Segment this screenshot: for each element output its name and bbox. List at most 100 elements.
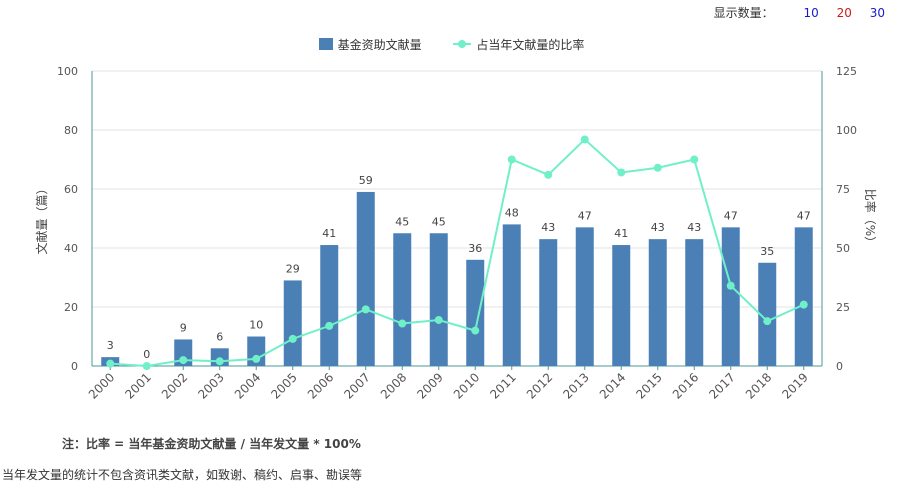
x-tick-label: 2013 (560, 370, 591, 401)
display-count-20[interactable]: 20 (836, 6, 852, 20)
x-tick-label: 2012 (524, 370, 555, 401)
x-tick-label: 2003 (195, 370, 226, 401)
display-count-control: 显示数量： 10 20 30 (708, 4, 885, 21)
bar (575, 227, 594, 366)
y-tick-label: 0 (71, 360, 78, 373)
x-tick-label: 2004 (232, 370, 263, 401)
chart-legend: 基金资助文献量 占当年文献量的比率 (0, 36, 903, 53)
ratio-point (179, 356, 188, 365)
ratio-point (215, 357, 224, 366)
y-tick-label: 20 (64, 301, 78, 314)
bar (794, 227, 813, 366)
bar-value-label: 59 (359, 174, 373, 187)
bar-value-label: 9 (180, 321, 187, 334)
bar-value-label: 6 (216, 330, 223, 343)
bar (648, 239, 667, 366)
ratio-point (142, 362, 151, 370)
bar-value-label: 3 (107, 339, 114, 352)
y-tick-label: 80 (64, 124, 78, 137)
bar-value-label: 47 (797, 209, 811, 222)
bar (429, 233, 448, 366)
ratio-point (544, 170, 553, 179)
bar (320, 245, 339, 366)
y2-tick-label: 100 (836, 124, 857, 137)
y-tick-label: 100 (57, 65, 78, 78)
bar-value-label: 41 (614, 227, 628, 240)
x-tick-label: 2007 (341, 370, 372, 401)
bar-value-label: 0 (143, 348, 150, 361)
y2-tick-label: 75 (836, 183, 850, 196)
bar-value-label: 48 (505, 206, 519, 219)
y2-axis-title: 比率（%） (863, 189, 878, 248)
bar (612, 245, 631, 366)
bar (283, 280, 302, 366)
x-tick-label: 2011 (487, 370, 518, 401)
y2-tick-label: 25 (836, 301, 850, 314)
y-tick-label: 60 (64, 183, 78, 196)
x-tick-label: 2009 (414, 370, 445, 401)
ratio-point (507, 155, 516, 164)
bar-value-label: 43 (651, 221, 665, 234)
formula-note: 注：比率 = 当年基金资助文献量 / 当年发文量 * 100% (62, 437, 361, 451)
ratio-point (726, 281, 735, 290)
y-tick-label: 40 (64, 242, 78, 255)
ratio-point (398, 319, 407, 328)
y2-tick-label: 125 (836, 65, 857, 78)
bar-value-label: 35 (760, 245, 774, 258)
x-tick-label: 2014 (597, 370, 628, 401)
legend-bar-label: 基金资助文献量 (337, 38, 422, 52)
x-tick-label: 2017 (706, 370, 737, 401)
ratio-point (799, 300, 808, 309)
bar-value-label: 45 (395, 215, 409, 228)
x-tick-label: 2000 (86, 370, 117, 401)
ratio-line (110, 138, 805, 368)
x-tick-label: 2019 (779, 370, 810, 401)
bar-value-label: 45 (432, 215, 446, 228)
ratio-point (763, 317, 772, 326)
bar-value-label: 41 (322, 227, 336, 240)
legend-item-bar[interactable]: 基金资助文献量 (318, 36, 422, 53)
bar (539, 239, 558, 366)
ratio-point (653, 163, 662, 172)
display-count-10[interactable]: 10 (803, 6, 819, 20)
bar (758, 262, 777, 366)
bar-value-label: 47 (724, 209, 738, 222)
x-tick-label: 2015 (633, 370, 664, 401)
x-tick-label: 2005 (268, 370, 299, 401)
legend-line-swatch (453, 38, 472, 50)
display-count-30[interactable]: 30 (869, 6, 885, 20)
x-tick-label: 2016 (670, 370, 701, 401)
ratio-point (471, 326, 480, 335)
ratio-point (361, 305, 370, 314)
bar-value-label: 36 (468, 242, 482, 255)
ratio-point (434, 315, 443, 324)
y2-tick-label: 0 (836, 360, 843, 373)
x-tick-label: 2018 (743, 370, 774, 401)
x-tick-label: 2002 (159, 370, 190, 401)
bar-value-label: 10 (249, 319, 263, 332)
x-tick-label: 2006 (305, 370, 336, 401)
bar (502, 224, 521, 366)
bar-value-label: 47 (578, 209, 592, 222)
y-axis-title: 文献量（篇） (34, 182, 49, 254)
legend-bar-swatch (318, 38, 333, 50)
bar (393, 233, 412, 366)
x-tick-label: 2001 (122, 370, 153, 401)
bar (356, 191, 375, 366)
legend-item-line[interactable]: 占当年文献量的比率 (453, 36, 584, 53)
ratio-point (325, 321, 334, 330)
ratio-point (106, 359, 115, 368)
footnote: 当年发文量的统计不包含资讯类文献，如致谢、稿约、启事、勘误等 (2, 468, 363, 482)
ratio-point (690, 155, 699, 164)
display-count-label: 显示数量： (713, 6, 774, 20)
bar (685, 239, 704, 366)
ratio-point (580, 135, 589, 144)
bar (721, 227, 740, 366)
bar (466, 259, 485, 366)
ratio-point (252, 354, 261, 363)
x-tick-label: 2008 (378, 370, 409, 401)
bar-value-label: 29 (286, 262, 300, 275)
x-tick-label: 2010 (451, 370, 482, 401)
y2-tick-label: 50 (836, 242, 850, 255)
